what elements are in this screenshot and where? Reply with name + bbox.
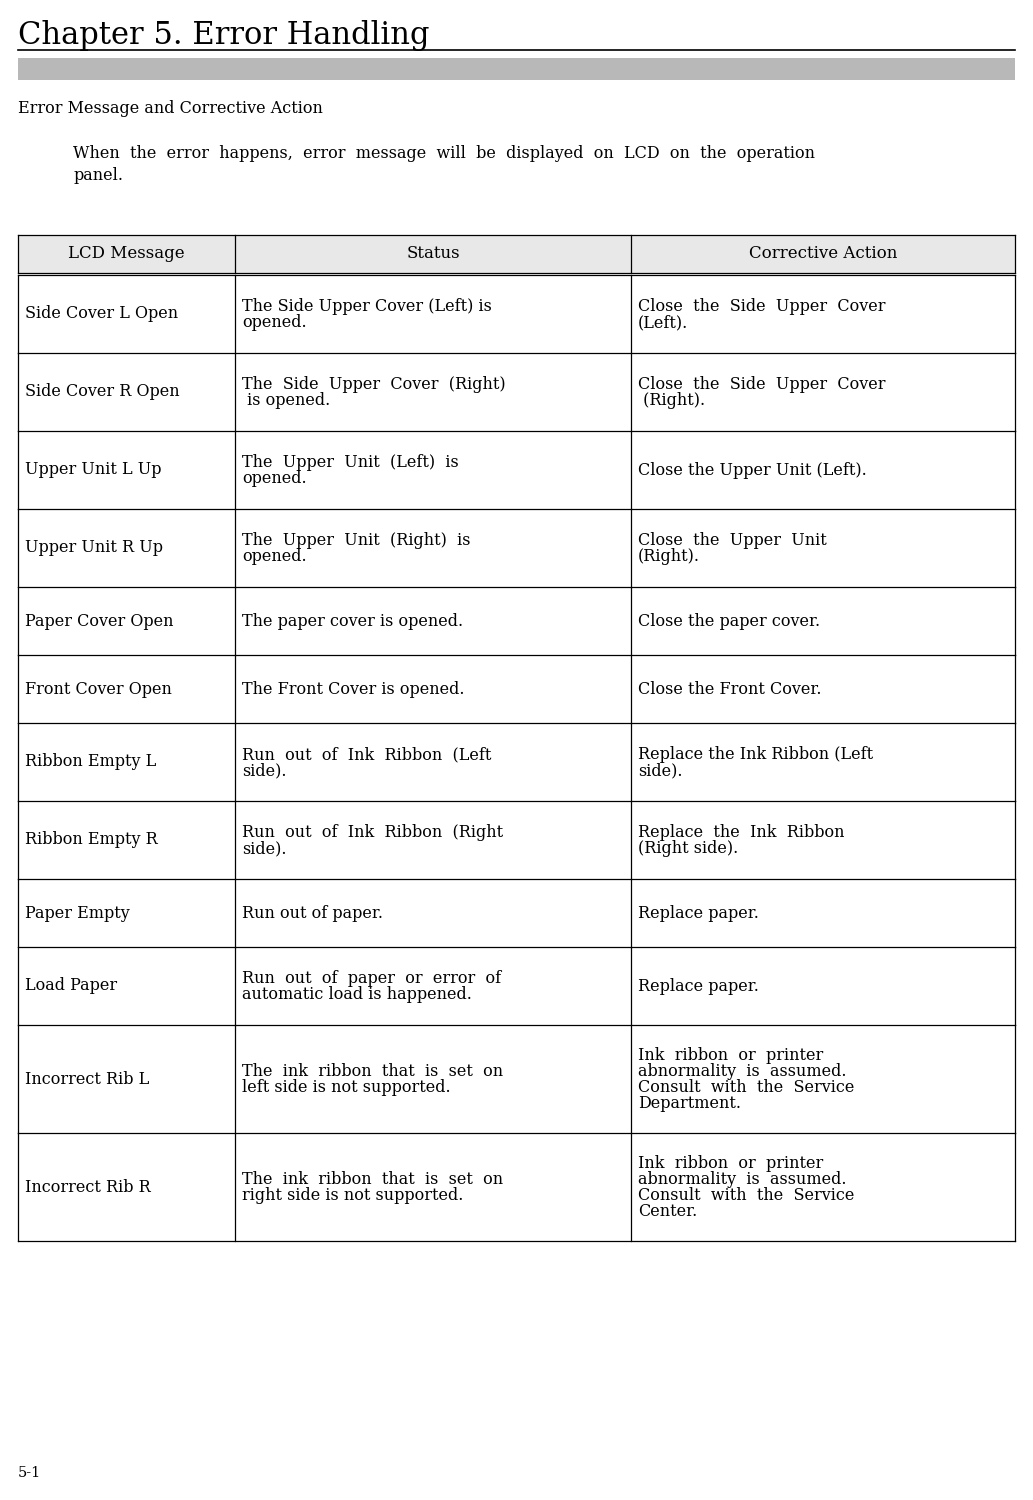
- Text: Status: Status: [406, 246, 460, 262]
- Text: opened.: opened.: [243, 470, 307, 488]
- Text: Paper Cover Open: Paper Cover Open: [25, 612, 174, 630]
- Text: panel.: panel.: [73, 166, 123, 184]
- Text: abnormality  is  assumed.: abnormality is assumed.: [638, 1064, 847, 1080]
- Text: Replace paper.: Replace paper.: [638, 904, 759, 922]
- Text: Ink  ribbon  or  printer: Ink ribbon or printer: [638, 1047, 823, 1064]
- Text: Center.: Center.: [638, 1203, 697, 1219]
- Text: Front Cover Open: Front Cover Open: [25, 681, 171, 698]
- Text: opened.: opened.: [243, 548, 307, 566]
- Text: The Side Upper Cover (Left) is: The Side Upper Cover (Left) is: [243, 298, 492, 315]
- Text: side).: side).: [243, 840, 287, 856]
- Text: Upper Unit R Up: Upper Unit R Up: [25, 540, 163, 556]
- Text: right side is not supported.: right side is not supported.: [243, 1186, 464, 1204]
- Text: The paper cover is opened.: The paper cover is opened.: [243, 614, 464, 630]
- Text: side).: side).: [243, 762, 287, 778]
- Text: (Left).: (Left).: [638, 314, 688, 332]
- Text: The  ink  ribbon  that  is  set  on: The ink ribbon that is set on: [243, 1064, 503, 1080]
- Text: opened.: opened.: [243, 314, 307, 332]
- Text: Side Cover R Open: Side Cover R Open: [25, 384, 180, 400]
- Text: Close the paper cover.: Close the paper cover.: [638, 614, 820, 630]
- Text: Run  out  of  paper  or  error  of: Run out of paper or error of: [243, 970, 501, 987]
- Text: Corrective Action: Corrective Action: [749, 246, 898, 262]
- Text: Close the Upper Unit (Left).: Close the Upper Unit (Left).: [638, 462, 867, 478]
- Text: Replace paper.: Replace paper.: [638, 978, 759, 994]
- Text: side).: side).: [638, 762, 683, 778]
- Bar: [18, 236, 1015, 273]
- Text: LCD Message: LCD Message: [68, 246, 185, 262]
- Text: Replace  the  Ink  Ribbon: Replace the Ink Ribbon: [638, 824, 845, 842]
- Text: Side Cover L Open: Side Cover L Open: [25, 306, 178, 322]
- Text: Close the Front Cover.: Close the Front Cover.: [638, 681, 821, 698]
- Text: Replace the Ink Ribbon (Left: Replace the Ink Ribbon (Left: [638, 746, 873, 764]
- Text: Error Message and Corrective Action: Error Message and Corrective Action: [18, 100, 323, 117]
- Text: Run  out  of  Ink  Ribbon  (Right: Run out of Ink Ribbon (Right: [243, 824, 503, 842]
- Text: (Right).: (Right).: [638, 392, 706, 410]
- Text: Upper Unit L Up: Upper Unit L Up: [25, 462, 161, 478]
- Text: Run  out  of  Ink  Ribbon  (Left: Run out of Ink Ribbon (Left: [243, 746, 492, 764]
- Text: Load Paper: Load Paper: [25, 978, 117, 994]
- Text: Close  the  Upper  Unit: Close the Upper Unit: [638, 532, 826, 549]
- Text: (Right).: (Right).: [638, 548, 700, 566]
- Text: abnormality  is  assumed.: abnormality is assumed.: [638, 1172, 847, 1188]
- Text: Ribbon Empty R: Ribbon Empty R: [25, 831, 158, 849]
- Text: Paper Empty: Paper Empty: [25, 904, 130, 921]
- Text: Consult  with  the  Service: Consult with the Service: [638, 1078, 854, 1096]
- Text: The  ink  ribbon  that  is  set  on: The ink ribbon that is set on: [243, 1172, 503, 1188]
- Text: When  the  error  happens,  error  message  will  be  displayed  on  LCD  on  th: When the error happens, error message wi…: [73, 146, 815, 162]
- Text: Close  the  Side  Upper  Cover: Close the Side Upper Cover: [638, 298, 885, 315]
- Text: is opened.: is opened.: [243, 392, 331, 410]
- Bar: [18, 58, 1015, 80]
- Text: Ink  ribbon  or  printer: Ink ribbon or printer: [638, 1155, 823, 1172]
- Text: Ribbon Empty L: Ribbon Empty L: [25, 753, 156, 771]
- Text: automatic load is happened.: automatic load is happened.: [243, 986, 472, 1004]
- Text: Run out of paper.: Run out of paper.: [243, 904, 383, 922]
- Text: left side is not supported.: left side is not supported.: [243, 1078, 451, 1096]
- Text: 5-1: 5-1: [18, 1466, 41, 1480]
- Text: Consult  with  the  Service: Consult with the Service: [638, 1186, 854, 1204]
- Text: Close  the  Side  Upper  Cover: Close the Side Upper Cover: [638, 376, 885, 393]
- Text: The  Upper  Unit  (Right)  is: The Upper Unit (Right) is: [243, 532, 471, 549]
- Text: The Front Cover is opened.: The Front Cover is opened.: [243, 681, 465, 698]
- Text: Incorrect Rib R: Incorrect Rib R: [25, 1179, 151, 1196]
- Text: The  Upper  Unit  (Left)  is: The Upper Unit (Left) is: [243, 454, 459, 471]
- Text: Chapter 5. Error Handling: Chapter 5. Error Handling: [18, 20, 430, 51]
- Text: Incorrect Rib L: Incorrect Rib L: [25, 1071, 149, 1088]
- Text: The  Side  Upper  Cover  (Right): The Side Upper Cover (Right): [243, 376, 506, 393]
- Text: (Right side).: (Right side).: [638, 840, 739, 856]
- Text: Department.: Department.: [638, 1095, 741, 1112]
